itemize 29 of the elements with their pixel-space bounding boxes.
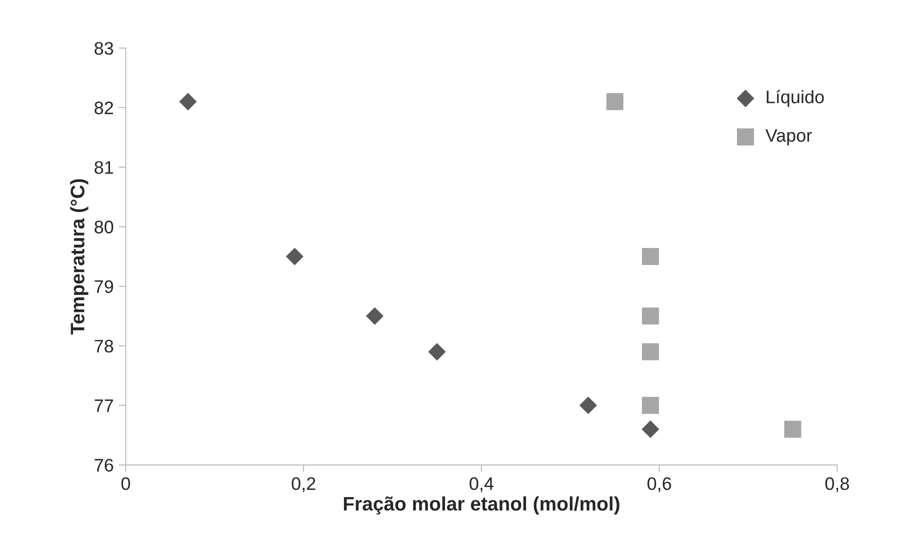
x-axis-title: Fração molar etanol (mol/mol) (344, 496, 620, 514)
y-tick-label: 78 (94, 340, 114, 353)
y-tick-label: 77 (94, 400, 114, 412)
point (642, 396, 659, 414)
y-tick-label: 80 (94, 220, 114, 234)
point (579, 396, 597, 414)
point (784, 420, 802, 438)
y-axis-title: Temperatura (°C) (70, 179, 88, 335)
y-tick-label: 81 (94, 161, 114, 174)
x-tick-label: 0,8 (825, 477, 849, 492)
x-tick-label: 0 (121, 477, 130, 490)
legend-label: Vapor (765, 129, 812, 146)
point (642, 308, 659, 325)
y-tick-label: 82 (94, 102, 114, 114)
x-tick-label: 0,4 (470, 477, 494, 492)
point (428, 343, 446, 361)
point (606, 93, 624, 110)
x-tick-label: 0,2 (292, 477, 316, 492)
y-tick-label: 76 (94, 458, 114, 472)
y-tick-label: 79 (94, 280, 114, 293)
point (366, 307, 384, 325)
point (642, 420, 660, 438)
legend-label: Líquido (766, 90, 824, 107)
x-tick-label: 0,6 (647, 477, 672, 492)
y-tick-label: 83 (94, 42, 114, 55)
point (642, 248, 659, 266)
point (642, 343, 659, 360)
point (179, 92, 197, 110)
point (286, 248, 304, 266)
